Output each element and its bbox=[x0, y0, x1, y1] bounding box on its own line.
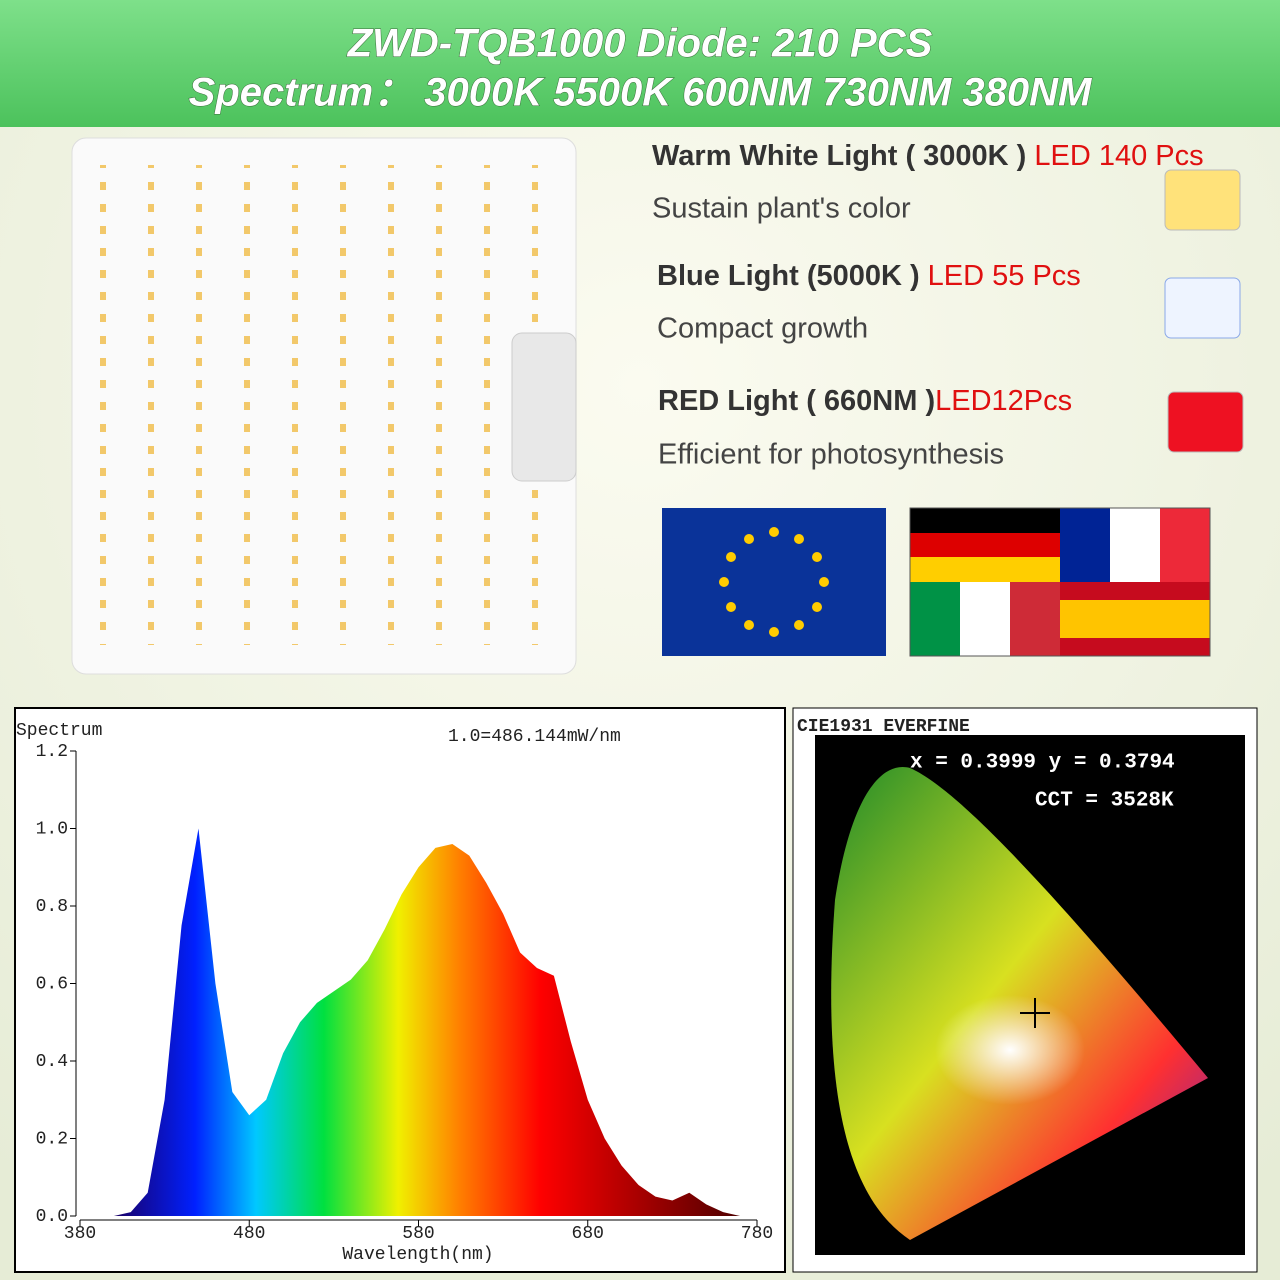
led-icon bbox=[1167, 391, 1244, 453]
feature-desc: Efficient for photosynthesis bbox=[658, 439, 1004, 471]
flags bbox=[662, 507, 1211, 657]
eu-stars bbox=[719, 527, 829, 637]
header-line: ZWD-TQB1000 Diode: 210 PCS bbox=[347, 22, 933, 66]
cie-title: CIE1931 EVERFINE bbox=[797, 717, 970, 737]
feature-title: Blue Light (5000K ) bbox=[657, 260, 920, 292]
y-tick-label: 0.4 bbox=[36, 1052, 68, 1072]
header-line: Spectrum： 3000K 5500K 600NM 730NM 380NM bbox=[189, 71, 1093, 115]
spectrum-area bbox=[80, 828, 757, 1216]
y-tick-label: 0.0 bbox=[36, 1207, 68, 1227]
feature-line: Blue Light (5000K ) LED 55 Pcs bbox=[657, 260, 1081, 292]
x-tick-label: 780 bbox=[741, 1224, 773, 1244]
y-tick-label: 1.0 bbox=[36, 819, 68, 839]
driver-bracket bbox=[511, 332, 577, 482]
y-tick-label: 0.2 bbox=[36, 1129, 68, 1149]
feature-desc: Compact growth bbox=[657, 313, 868, 345]
feature-line: RED Light ( 660NM )LED12Pcs bbox=[658, 385, 1072, 417]
header-band bbox=[0, 0, 1280, 127]
x-tick-label: 380 bbox=[64, 1224, 96, 1244]
feature-led: LED 55 Pcs bbox=[928, 260, 1081, 292]
led-array bbox=[96, 165, 556, 645]
features: Warm White Light ( 3000K ) LED 140 Pcs Su… bbox=[652, 140, 1244, 471]
x-tick-label: 480 bbox=[233, 1224, 265, 1244]
x-tick-label: 580 bbox=[402, 1224, 434, 1244]
feature-desc: Sustain plant's color bbox=[652, 193, 911, 225]
y-tick-label: 0.6 bbox=[36, 974, 68, 994]
feature-title: RED Light ( 660NM ) bbox=[658, 385, 935, 417]
cie-coords: x = 0.3999 y = 0.3794 bbox=[910, 752, 1175, 775]
feature-line: Warm White Light ( 3000K ) LED 140 Pcs bbox=[652, 140, 1204, 172]
led-icon bbox=[1164, 169, 1241, 231]
cie-cross bbox=[1020, 998, 1050, 1028]
y-tick-label: 1.2 bbox=[36, 742, 68, 762]
cie-whitepoint bbox=[935, 995, 1085, 1105]
cie-cct: CCT = 3528K bbox=[1035, 790, 1174, 813]
x-tick-label: 680 bbox=[572, 1224, 604, 1244]
feature-led: LED12Pcs bbox=[935, 385, 1072, 417]
chart-note: 1.0=486.144mW/nm bbox=[448, 727, 621, 747]
feature-title: Warm White Light ( 3000K ) bbox=[652, 140, 1026, 172]
spectrum-plot: 0.0 0.2 0.4 0.6 0.8 1.0 1.2 380 480 580 680 780 bbox=[36, 742, 774, 1244]
feature-led: LED 140 Pcs bbox=[1034, 140, 1203, 172]
led-icon bbox=[1164, 277, 1241, 339]
chart-title: Spectrum bbox=[16, 721, 102, 741]
x-axis-label: Wavelength(nm) bbox=[342, 1245, 493, 1265]
y-tick-label: 0.8 bbox=[36, 897, 68, 917]
